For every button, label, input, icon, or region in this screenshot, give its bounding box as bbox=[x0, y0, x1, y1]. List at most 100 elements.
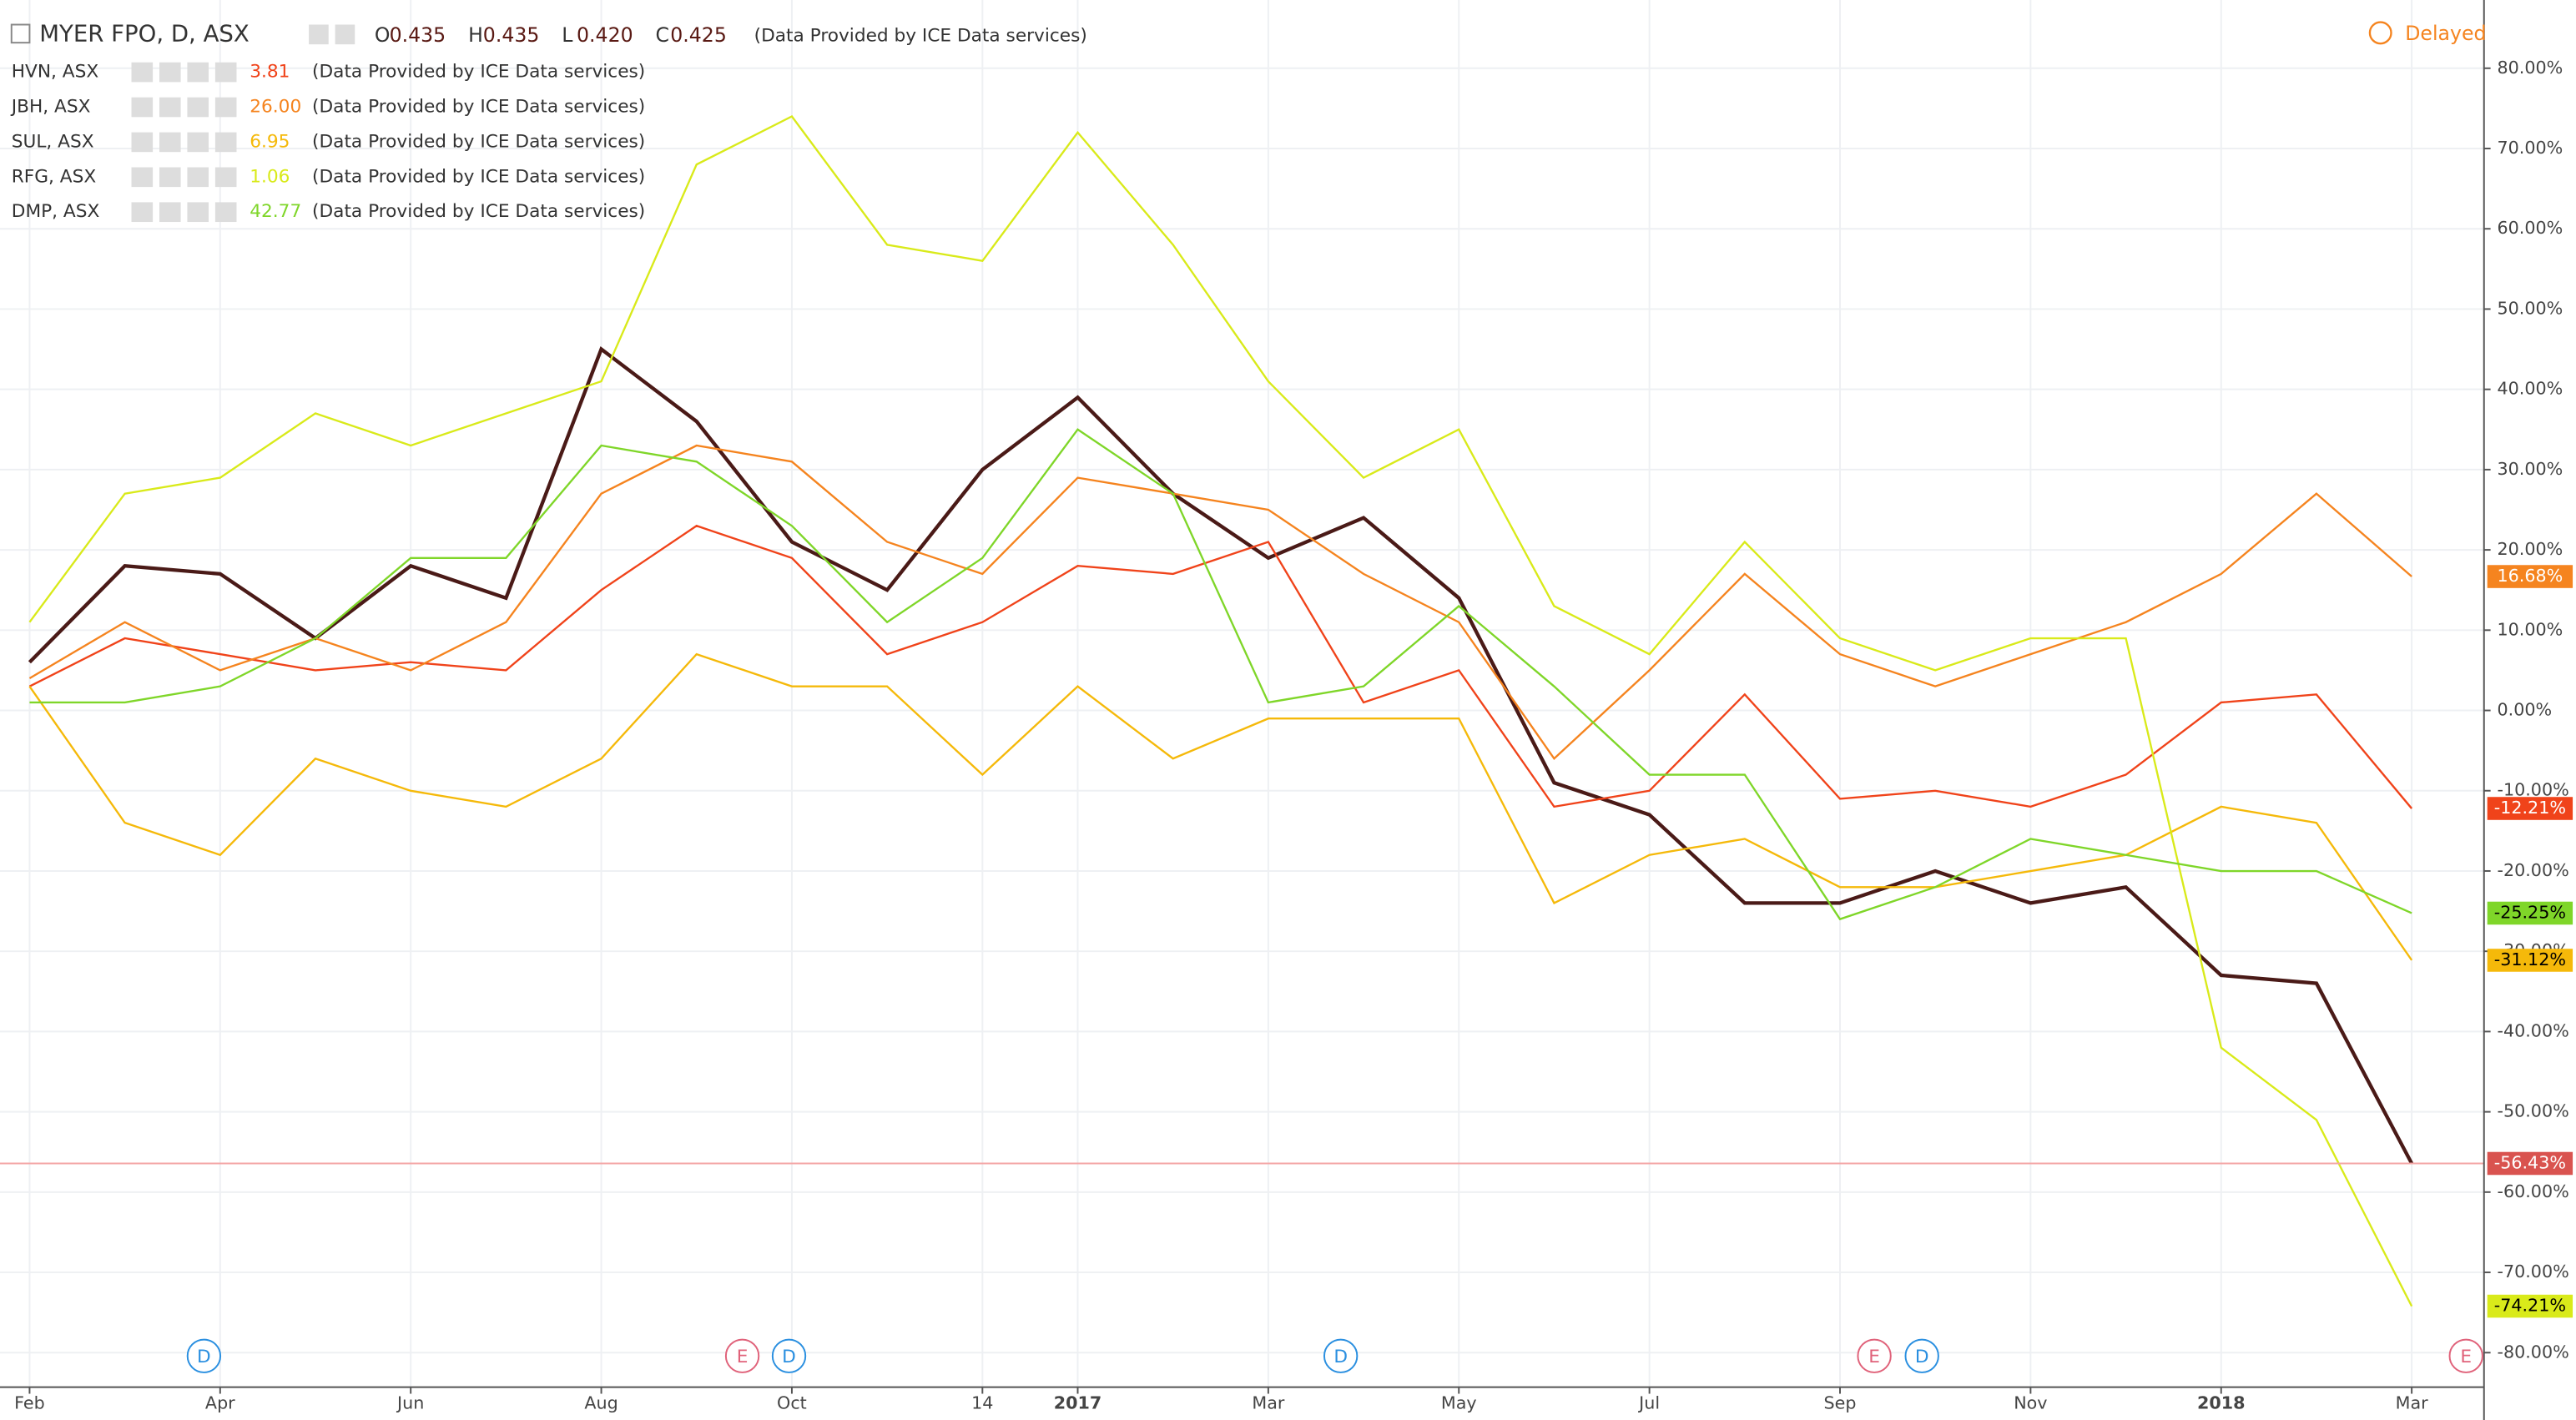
legend-price: 26.00 bbox=[250, 96, 301, 117]
event-label: D bbox=[1333, 1347, 1348, 1367]
x-tick-label: Mar bbox=[2396, 1392, 2428, 1412]
icon[interactable] bbox=[159, 97, 181, 118]
event-marker[interactable] bbox=[1323, 1338, 1359, 1373]
last-value-box bbox=[2487, 1294, 2573, 1318]
event-marker[interactable] bbox=[724, 1338, 760, 1373]
y-tick-label: 70.00% bbox=[2498, 138, 2563, 158]
ohlc-value: 0.425 bbox=[670, 23, 727, 47]
provider-note: (Data Provided by ICE Data services) bbox=[312, 166, 645, 187]
y-tick-label: -10.00% bbox=[2498, 780, 2569, 800]
last-value-box bbox=[2487, 1151, 2573, 1176]
icon[interactable] bbox=[214, 97, 237, 118]
ohlc-value: 0.435 bbox=[390, 23, 446, 47]
last-value-label: -31.12% bbox=[2494, 949, 2566, 969]
icon[interactable] bbox=[335, 24, 355, 45]
x-tick-label: Mar bbox=[1252, 1392, 1284, 1412]
provider-note: (Data Provided by ICE Data services) bbox=[312, 96, 645, 117]
y-tick-label: -50.00% bbox=[2498, 1101, 2569, 1121]
legend-name[interactable]: HVN, ASX bbox=[12, 62, 99, 83]
icon[interactable] bbox=[159, 62, 181, 83]
last-value-box bbox=[2487, 565, 2573, 588]
provider-note: (Data Provided by ICE Data services) bbox=[312, 62, 645, 83]
symbol-title: MYER FPO, D, ASX bbox=[39, 20, 250, 47]
icon[interactable] bbox=[159, 167, 181, 188]
x-tick-label: May bbox=[1441, 1392, 1477, 1412]
y-tick-label: -40.00% bbox=[2498, 1020, 2569, 1040]
icon[interactable] bbox=[187, 167, 209, 188]
x-tick-label: Oct bbox=[777, 1392, 807, 1412]
icon[interactable] bbox=[187, 97, 209, 118]
series-line bbox=[28, 524, 2413, 809]
last-value-box bbox=[2487, 949, 2573, 972]
icon[interactable] bbox=[214, 62, 237, 83]
x-tick-label: Nov bbox=[2014, 1392, 2047, 1412]
icon[interactable] bbox=[131, 132, 154, 153]
provider-note: (Data Provided by ICE Data services) bbox=[312, 131, 645, 152]
last-value-label: -25.25% bbox=[2494, 902, 2566, 922]
y-tick-label: 20.00% bbox=[2498, 539, 2563, 559]
series-line bbox=[29, 428, 2412, 921]
x-tick-label: Apr bbox=[205, 1392, 235, 1412]
x-tick-label: Sep bbox=[1824, 1392, 1857, 1412]
legend-name[interactable]: RFG, ASX bbox=[12, 166, 97, 187]
ohlc-value: 0.420 bbox=[577, 23, 633, 47]
x-tick-label: 2017 bbox=[1054, 1392, 1102, 1412]
icon[interactable] bbox=[214, 202, 237, 223]
icon[interactable] bbox=[214, 167, 237, 188]
y-tick-label: 10.00% bbox=[2498, 619, 2563, 639]
icon[interactable] bbox=[131, 202, 154, 223]
event-marker[interactable] bbox=[1904, 1338, 1939, 1373]
icon[interactable] bbox=[187, 132, 209, 153]
y-tick-label: -70.00% bbox=[2498, 1261, 2569, 1282]
series-line bbox=[28, 115, 2413, 1307]
icon[interactable] bbox=[187, 202, 209, 223]
x-tick-label: Jun bbox=[396, 1392, 424, 1412]
last-value-label: -56.43% bbox=[2494, 1152, 2566, 1172]
series-line bbox=[28, 444, 2412, 761]
y-tick-label: -20.00% bbox=[2498, 860, 2569, 880]
last-value-box bbox=[2487, 901, 2573, 925]
legend-name[interactable]: SUL, ASX bbox=[12, 131, 94, 152]
y-tick-label: 40.00% bbox=[2498, 379, 2563, 399]
event-label: D bbox=[782, 1347, 796, 1367]
icon[interactable] bbox=[131, 62, 154, 83]
y-tick-label: 0.00% bbox=[2498, 700, 2553, 720]
event-label: E bbox=[2460, 1347, 2472, 1367]
ohlc-key: C bbox=[656, 23, 670, 47]
y-tick-label: 50.00% bbox=[2498, 298, 2563, 318]
axes: 80.00% 70.00% 60.00% 50.00% 40.00% 30.00% 20.0… bbox=[14, 58, 2573, 1412]
icon[interactable] bbox=[214, 132, 237, 153]
legend-name[interactable]: DMP, ASX bbox=[12, 201, 100, 222]
legend-price: 6.95 bbox=[250, 131, 290, 152]
delayed-icon bbox=[2368, 21, 2392, 45]
icon[interactable] bbox=[187, 62, 209, 83]
event-marker[interactable] bbox=[2448, 1338, 2483, 1373]
x-tick-label: 2018 bbox=[2197, 1392, 2246, 1412]
event-marker[interactable] bbox=[771, 1338, 807, 1373]
series-lines bbox=[0, 115, 2484, 1307]
event-marker[interactable] bbox=[1857, 1338, 1892, 1373]
delayed-status[interactable]: Delayed bbox=[2405, 22, 2486, 45]
ohlc-key: L bbox=[562, 23, 573, 47]
x-tick-label: Feb bbox=[14, 1392, 45, 1412]
icon[interactable] bbox=[159, 132, 181, 153]
grid bbox=[0, 0, 2484, 1387]
ohlc-key: O bbox=[375, 23, 391, 47]
legend-name[interactable]: JBH, ASX bbox=[10, 96, 91, 117]
y-tick-label: 60.00% bbox=[2498, 218, 2563, 238]
legend-price: 3.81 bbox=[250, 62, 290, 83]
icon[interactable] bbox=[131, 97, 154, 118]
y-tick-label: -80.00% bbox=[2498, 1342, 2569, 1362]
icon[interactable] bbox=[309, 24, 329, 45]
event-label: D bbox=[197, 1347, 211, 1367]
collapse-button[interactable] bbox=[10, 23, 31, 44]
event-marker[interactable] bbox=[186, 1338, 222, 1373]
provider-note: (Data Provided by ICE Data services) bbox=[312, 201, 645, 222]
series-line bbox=[28, 652, 2413, 961]
last-value-box bbox=[2487, 797, 2573, 820]
legend-price: 1.06 bbox=[250, 166, 290, 187]
icon[interactable] bbox=[159, 202, 181, 223]
icon[interactable] bbox=[131, 167, 154, 188]
